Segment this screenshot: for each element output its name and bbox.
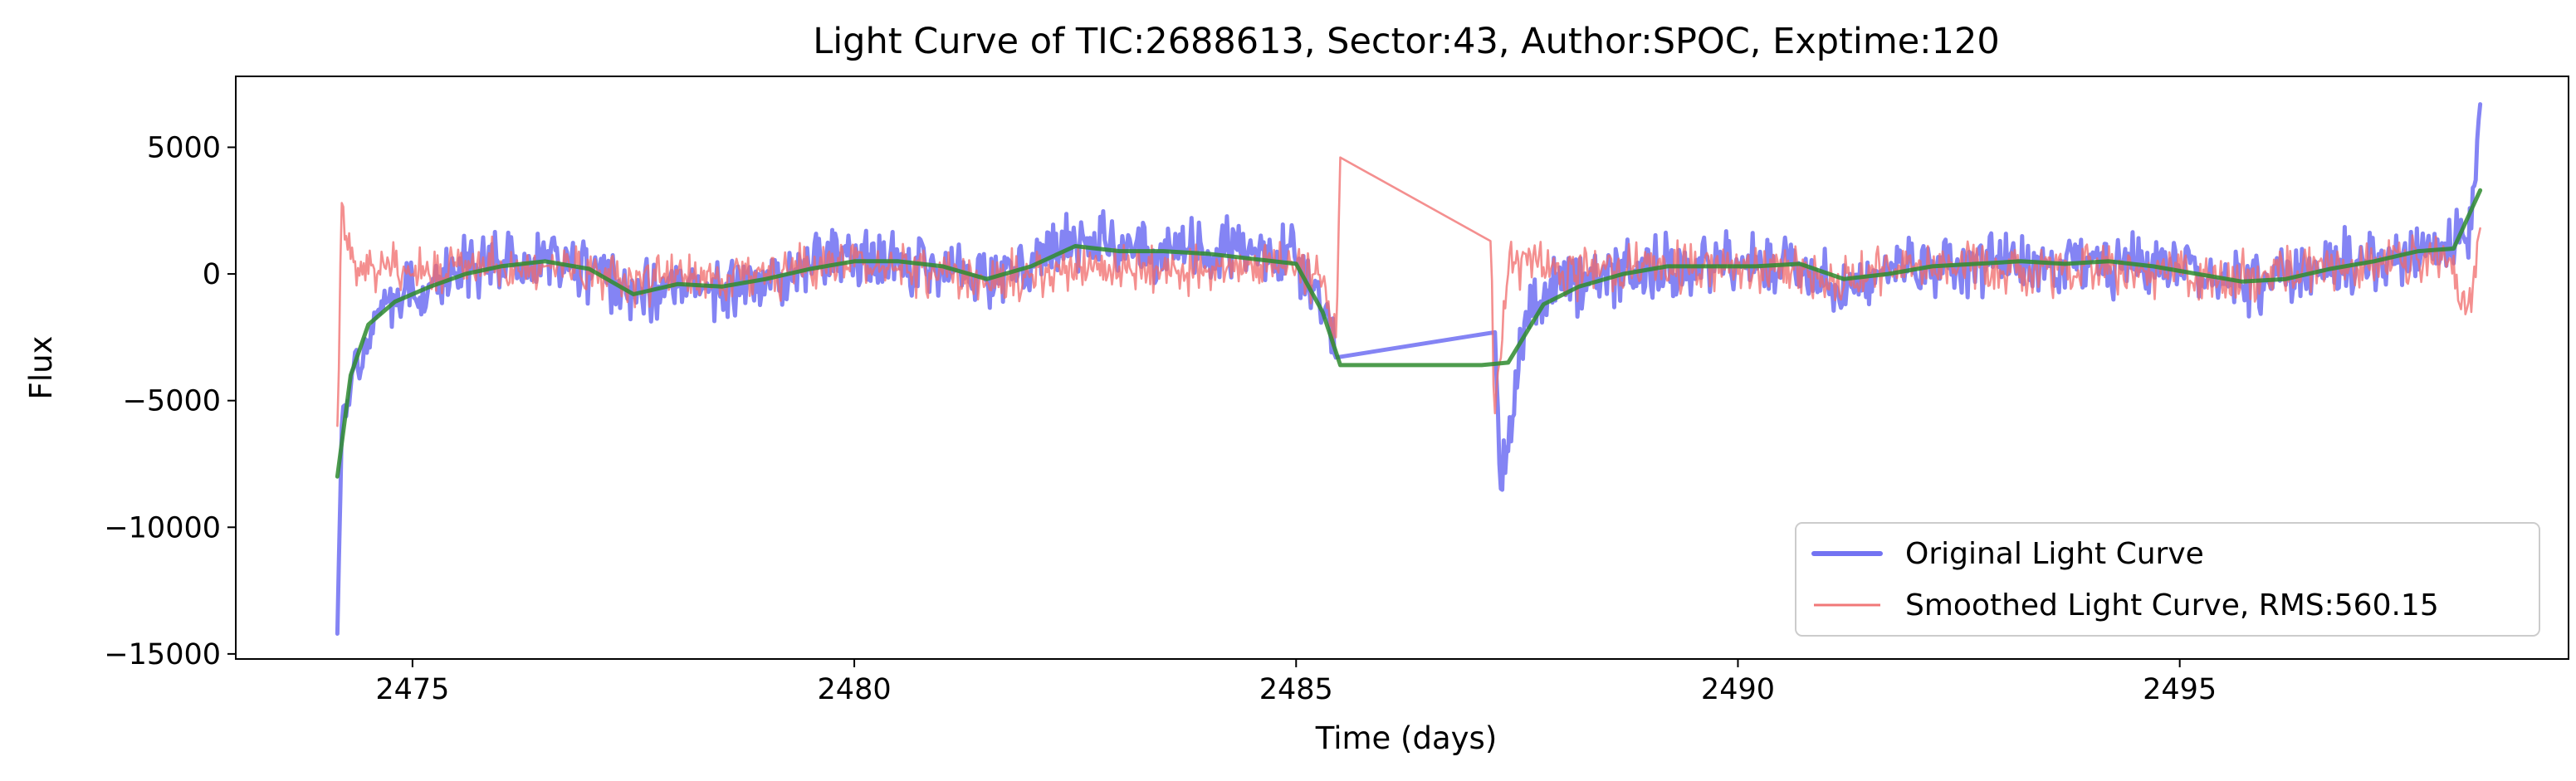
x-tick-label: 2475 (375, 673, 449, 706)
y-tick-label: −10000 (104, 511, 221, 544)
legend-label-smoothed: Smoothed Light Curve, RMS:560.15 (1905, 588, 2439, 622)
x-tick-label: 2490 (1701, 673, 1775, 706)
y-axis-label: Flux (23, 336, 59, 400)
x-tick-label: 2495 (2143, 673, 2217, 706)
chart-title: Light Curve of TIC:2688613, Sector:43, A… (813, 21, 2000, 62)
y-tick-label: −5000 (123, 385, 221, 418)
x-axis-label: Time (days) (1315, 720, 1498, 756)
x-axis: 2475 2480 2485 2490 2495 (375, 659, 2217, 706)
plot-area-frame (235, 76, 2569, 660)
legend-label-original: Original Light Curve (1905, 537, 2204, 571)
series-trend-line (335, 188, 2483, 479)
y-tick-label: 5000 (147, 131, 221, 164)
y-tick-label: −15000 (104, 638, 221, 671)
legend-box (1795, 522, 2540, 637)
series-layer (335, 102, 2483, 636)
y-axis: −15000 −10000 −5000 0 5000 (104, 131, 236, 671)
x-tick-label: 2485 (1259, 673, 1333, 706)
y-tick-label: 0 (203, 258, 221, 291)
x-tick-label: 2480 (818, 673, 892, 706)
legend: Original Light Curve Smoothed Light Curv… (1795, 522, 2540, 637)
